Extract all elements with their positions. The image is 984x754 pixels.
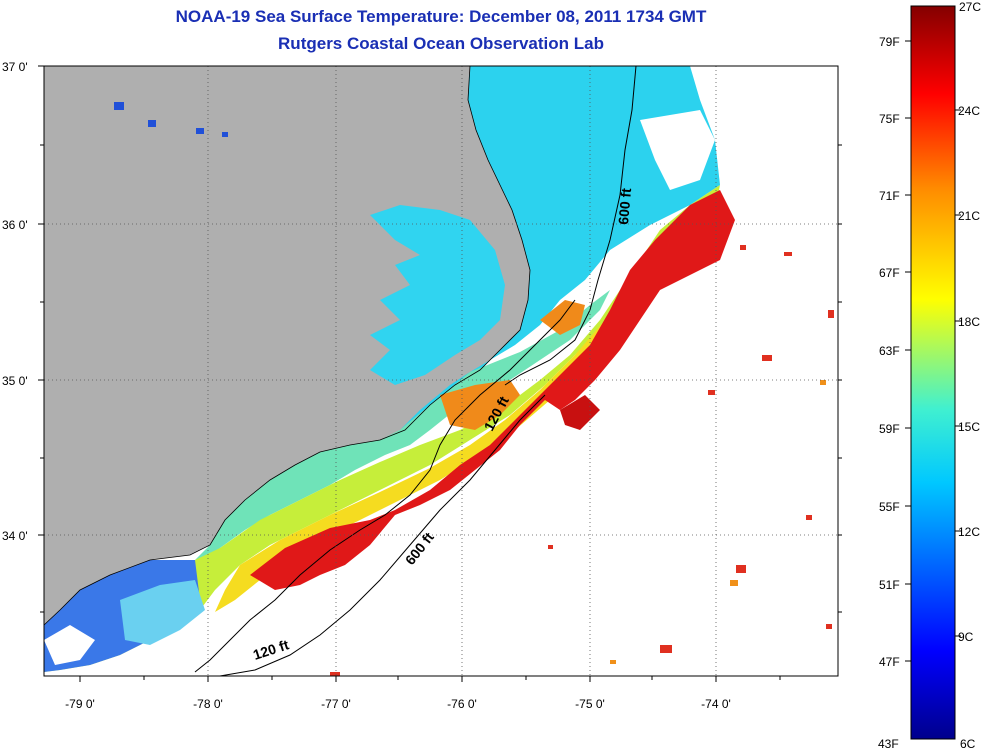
colorbar-c-21: 21C [958,209,980,223]
lon-label-78: -78 0' [193,697,223,711]
cloud-patch [640,110,715,190]
colorbar-f-47: 47F [879,655,900,669]
lon-label-76: -76 0' [447,697,477,711]
sst-orange-water [440,380,520,430]
lon-label-74: -74 0' [701,697,731,711]
colorbar-f-75: 75F [879,112,900,126]
gulf-stream-warm-water [250,190,735,590]
colorbar-f-71: 71F [879,189,900,203]
colorbar-top-label: 27C [959,0,981,14]
contour-label-600-north: 600 ft [615,187,634,225]
axis-ticks [38,65,842,682]
contour-600ft-south [219,394,546,676]
colorbar-f-67: 67F [879,266,900,280]
colorbar-c-24: 24C [958,104,980,118]
lon-label-79: -79 0' [65,697,95,711]
colorbar-f-55: 55F [879,500,900,514]
colorbar-ticks [905,40,961,662]
sst-hot-patch [560,395,600,430]
colorbar-f-63: 63F [879,344,900,358]
colorbar-f-43: 43F [878,737,899,751]
sst-cool-water [400,66,720,430]
offshore-orange-pixels [610,380,826,664]
sst-orange-water-north [540,300,585,335]
colorbar-f-79: 79F [879,35,900,49]
lat-label-37: 37 0' [2,60,28,74]
coastline [44,66,531,626]
lat-label-35: 35 0' [2,374,28,388]
lat-label-34: 34 0' [2,529,28,543]
sst-shelf-water [195,290,610,560]
colorbar-f-59: 59F [879,422,900,436]
colorbar-c-12: 12C [958,525,980,539]
pamlico-sound [370,205,505,385]
cloud-patch-2 [44,625,95,665]
inland-lakes [114,102,228,137]
contour-600ft-north [504,66,637,386]
offshore-warm-pixels [330,245,834,676]
graticule [44,66,838,676]
sst-warm-water [215,220,690,612]
land-area [44,66,530,625]
lon-label-75: -75 0' [575,697,605,711]
map-border [43,65,839,677]
colorbar-c-18: 18C [958,315,980,329]
lon-label-77: -77 0' [321,697,351,711]
colorbar-f-51: 51F [879,578,900,592]
map-title: NOAA-19 Sea Surface Temperature: Decembe… [175,7,707,26]
contour-120ft-mid [194,299,576,673]
colorbar-c-9: 9C [958,630,974,644]
colorbar-c-15: 15C [958,420,980,434]
lat-label-36: 36 0' [2,218,28,232]
colorbar [910,5,956,740]
sst-cool-patch [120,580,205,645]
colorbar-c-6: 6C [960,737,976,751]
map-subtitle: Rutgers Coastal Ocean Observation Lab [278,34,604,53]
